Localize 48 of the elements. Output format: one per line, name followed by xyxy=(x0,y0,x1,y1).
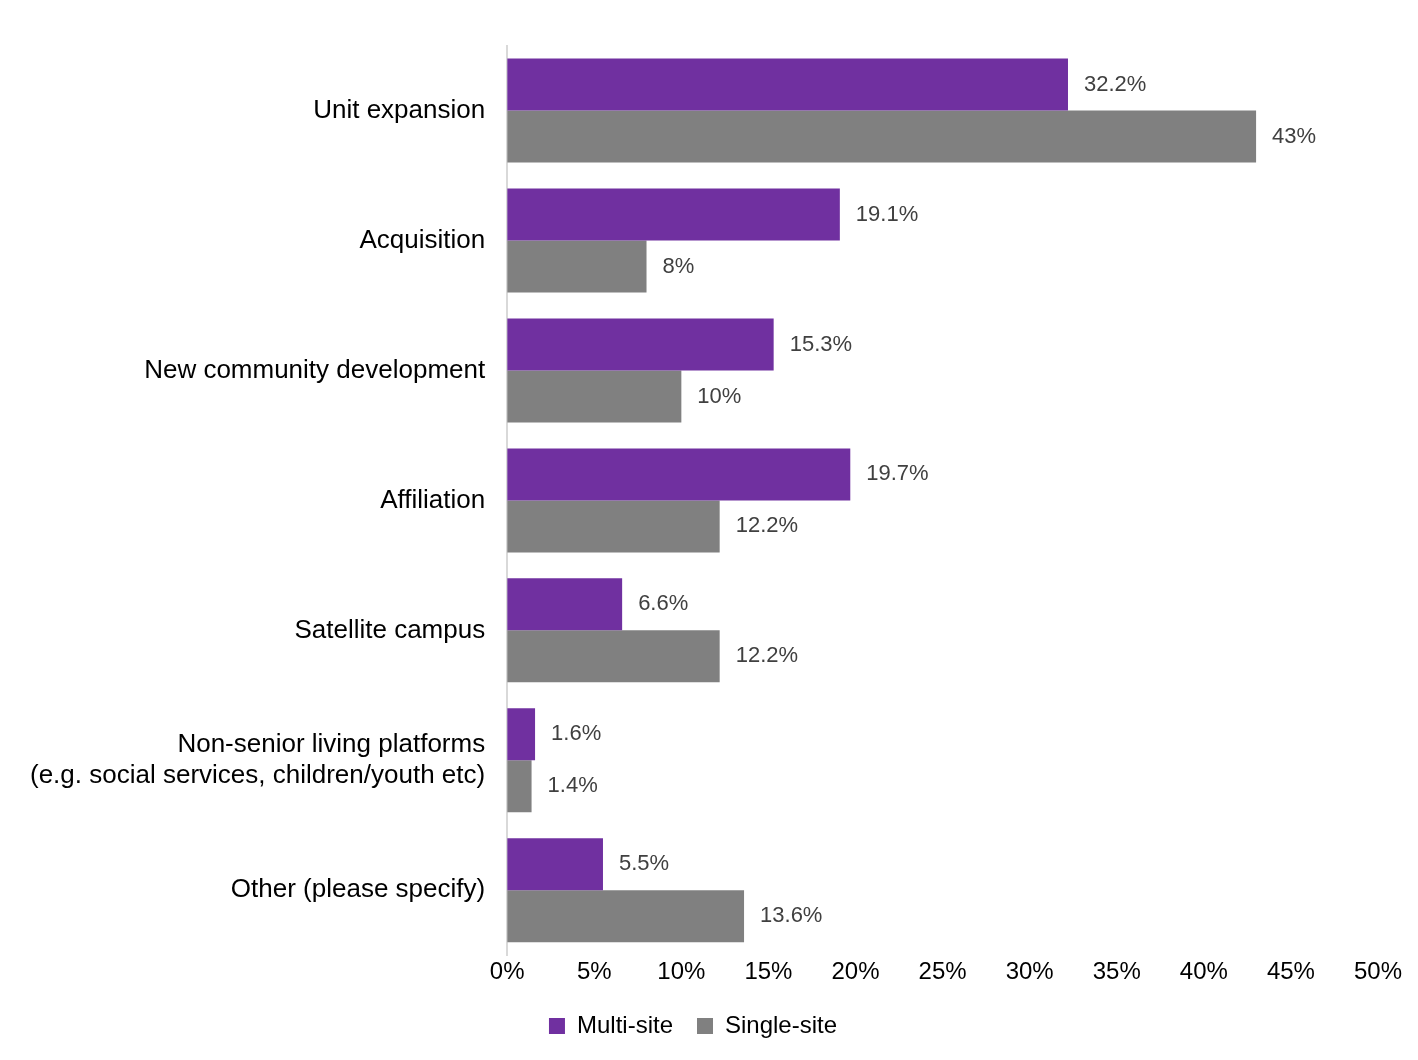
bar xyxy=(507,708,536,761)
x-tick-label: 5% xyxy=(576,957,612,985)
bar xyxy=(507,318,774,371)
y-tick-label: Acquisition xyxy=(359,223,486,254)
data-label: 13.6% xyxy=(760,902,823,928)
x-tick-label: 40% xyxy=(1179,957,1228,985)
bar xyxy=(507,760,532,813)
x-tick-label: 30% xyxy=(1005,957,1054,985)
bar xyxy=(507,838,603,891)
data-label: 19.7% xyxy=(866,460,929,486)
bar xyxy=(507,58,1068,111)
x-tick-label: 50% xyxy=(1353,957,1403,985)
bar xyxy=(507,578,623,631)
bar xyxy=(507,630,720,683)
x-tick-label: 20% xyxy=(831,957,880,985)
data-label: 32.2% xyxy=(1083,70,1147,96)
y-tick-label: Non-senior living platforms (e.g. social services, children/youth etc) xyxy=(29,727,486,790)
x-tick-label: 35% xyxy=(1092,957,1141,985)
bar xyxy=(507,890,745,943)
x-tick-label: 0% xyxy=(489,957,525,985)
data-label: 12.2% xyxy=(735,642,799,668)
data-label: 8% xyxy=(662,252,695,278)
data-label: 12.2% xyxy=(735,512,799,538)
bar xyxy=(507,240,647,293)
y-tick-label: Unit expansion xyxy=(313,93,486,124)
bar xyxy=(507,110,1257,163)
data-label: 6.6% xyxy=(638,590,689,616)
x-tick-label: 10% xyxy=(657,957,706,985)
bar xyxy=(507,500,720,553)
legend-label: Multi-site xyxy=(576,1010,673,1038)
x-tick-label: 15% xyxy=(744,957,793,985)
data-label: 19.1% xyxy=(855,200,919,226)
data-label: 10% xyxy=(697,382,742,408)
y-tick-label: Affiliation xyxy=(380,483,486,514)
y-tick-label: Satellite campus xyxy=(294,613,486,644)
legend-label: Single-site xyxy=(724,1010,838,1038)
bar xyxy=(507,370,682,423)
data-label: 5.5% xyxy=(618,850,670,876)
y-tick-label: New community development xyxy=(144,353,486,384)
data-label: 1.6% xyxy=(551,720,602,746)
bar xyxy=(507,188,840,241)
data-label: 43% xyxy=(1272,122,1317,148)
y-tick-label: Other (please specify) xyxy=(230,873,486,904)
data-label: 1.4% xyxy=(547,772,598,798)
x-tick-label: 25% xyxy=(918,957,967,985)
bar xyxy=(507,448,851,501)
data-label: 15.3% xyxy=(789,330,853,356)
x-tick-label: 45% xyxy=(1266,957,1315,985)
